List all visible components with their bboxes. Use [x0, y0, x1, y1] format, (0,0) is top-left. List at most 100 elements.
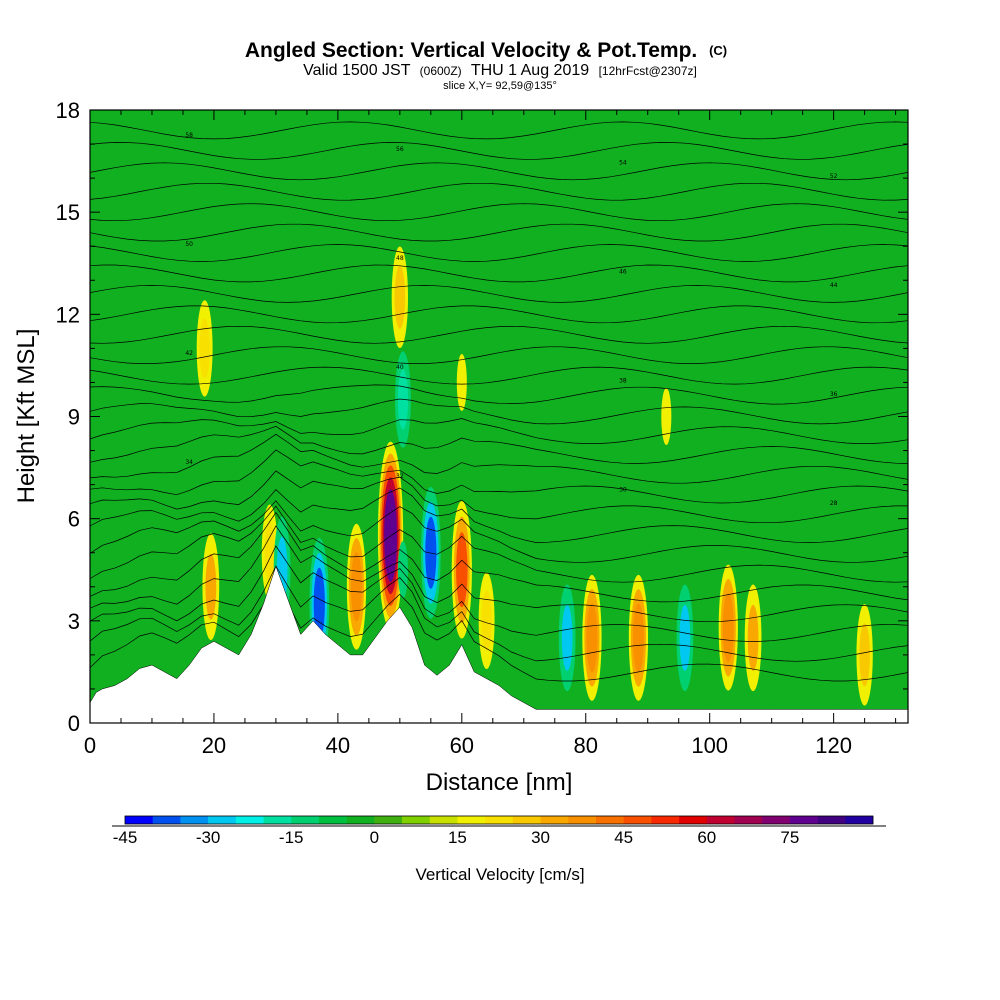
isentrope-line [90, 418, 908, 444]
isentrope-label: 50 [185, 241, 193, 248]
velocity-contour [679, 604, 691, 671]
isentrope-line [90, 525, 908, 623]
colorbar-swatch [291, 816, 320, 824]
velocity-contour [586, 603, 598, 673]
isentrope-line [90, 285, 908, 303]
y-tick-label: 12 [56, 302, 80, 327]
subtitle-fcst: [12hrFcst@2307z] [599, 64, 697, 78]
x-tick-label: 40 [326, 733, 350, 758]
isentrope-line [90, 203, 908, 222]
isentrope-label: 40 [396, 364, 404, 371]
isentrope-line [90, 142, 908, 160]
y-tick-label: 6 [68, 507, 80, 532]
colorbar-swatch [817, 816, 846, 824]
colorbar-label: 75 [780, 828, 799, 847]
colorbar-swatch [623, 816, 652, 824]
colorbar-label: 45 [614, 828, 633, 847]
y-tick-label: 18 [56, 98, 80, 123]
velocity-cell [456, 353, 467, 411]
colorbar-label: 30 [531, 828, 550, 847]
isentrope-label: 56 [396, 146, 404, 153]
isentrope-line [90, 398, 908, 425]
velocity-cell [558, 584, 576, 692]
velocity-cell [451, 500, 472, 639]
velocity-contour [481, 590, 492, 651]
velocity-cell [391, 246, 409, 349]
isentrope-label: 32 [396, 473, 404, 480]
colorbar-swatch [402, 816, 431, 824]
velocity-contour [632, 603, 644, 673]
velocity-contour [456, 532, 468, 608]
velocity-contour [394, 265, 406, 329]
x-tick-label: 0 [84, 733, 96, 758]
velocity-cell [628, 574, 649, 701]
colorbar-swatch [318, 816, 347, 824]
isentrope-label: 38 [619, 377, 627, 384]
velocity-contour [561, 604, 573, 671]
velocity-contour [205, 553, 217, 620]
x-axis-title: Distance [nm] [426, 769, 573, 796]
colorbar-label: -15 [279, 828, 304, 847]
chart-title-text: Angled Section: Vertical Velocity & Pot.… [245, 39, 697, 62]
colorbar-swatch [512, 816, 541, 824]
isentrope-line [90, 384, 908, 405]
colorbar-swatch [651, 816, 680, 824]
isentrope-line [90, 264, 908, 283]
velocity-contour [264, 522, 275, 583]
chart-title: Angled Section: Vertical Velocity & Pot.… [245, 39, 727, 62]
isentrope-line [90, 487, 908, 543]
velocity-cell [744, 584, 762, 692]
colorbar-swatch [540, 816, 569, 824]
isentrope-line [90, 325, 908, 344]
colorbar-swatch [595, 816, 624, 824]
chart-title-mark: (C) [709, 43, 727, 58]
colorbar-swatch [152, 816, 181, 824]
colorbar-title: Vertical Velocity [cm/s] [415, 865, 584, 884]
colorbar-swatch [762, 816, 791, 824]
velocity-cell [196, 300, 213, 397]
subtitle-valid: Valid 1500 JST [303, 62, 411, 79]
y-tick-label: 3 [68, 609, 80, 634]
isentrope-label: 30 [619, 486, 627, 493]
colorbar-label: 15 [448, 828, 467, 847]
isentrope-line [90, 182, 908, 201]
isentrope-label: 48 [396, 255, 404, 262]
colorbar-swatch [429, 816, 458, 824]
velocity-contour [661, 388, 672, 445]
colorbar-swatch [734, 816, 763, 824]
isentrope-label: 42 [185, 350, 193, 357]
velocity-contour [859, 623, 870, 687]
x-tick-label: 100 [691, 733, 728, 758]
velocity-contour [456, 353, 467, 411]
x-tick-label: 60 [450, 733, 474, 758]
colorbar-swatch [263, 816, 292, 824]
x-axis: 0 20 40 60 80 100 120 [84, 110, 897, 758]
isentrope-line [90, 366, 908, 385]
colorbar-label: 60 [697, 828, 716, 847]
colorbar-frame [124, 815, 874, 825]
isentrope-line [90, 505, 908, 583]
colorbar-label: -45 [113, 828, 138, 847]
velocity-cell [346, 523, 367, 650]
velocity-cell [856, 604, 873, 706]
slice-label: slice X,Y= 92,59@135° [443, 80, 557, 92]
velocity-contour [350, 552, 362, 622]
velocity-cell [661, 388, 672, 445]
colorbar-label: 0 [370, 828, 379, 847]
isentropes: 58 56 54 52 50 48 46 44 42 40 38 36 34 32 30 28 [90, 121, 908, 682]
colorbar-swatch [235, 816, 264, 824]
colorbar-swatch [845, 816, 874, 824]
isentrope-label: 28 [830, 500, 838, 507]
x-tick-label: 120 [815, 733, 852, 758]
y-tick-label: 9 [68, 405, 80, 430]
isentrope-label: 52 [830, 173, 838, 180]
isentrope-line [90, 500, 908, 563]
subtitle-utc: (0600Z) [420, 64, 462, 78]
colorbar-swatch [789, 816, 818, 824]
velocity-cell [718, 564, 738, 691]
isentrope-label: 34 [185, 459, 193, 466]
isentrope-line [90, 449, 908, 504]
isentrope-line [90, 121, 908, 140]
isentrope-line [90, 545, 908, 642]
